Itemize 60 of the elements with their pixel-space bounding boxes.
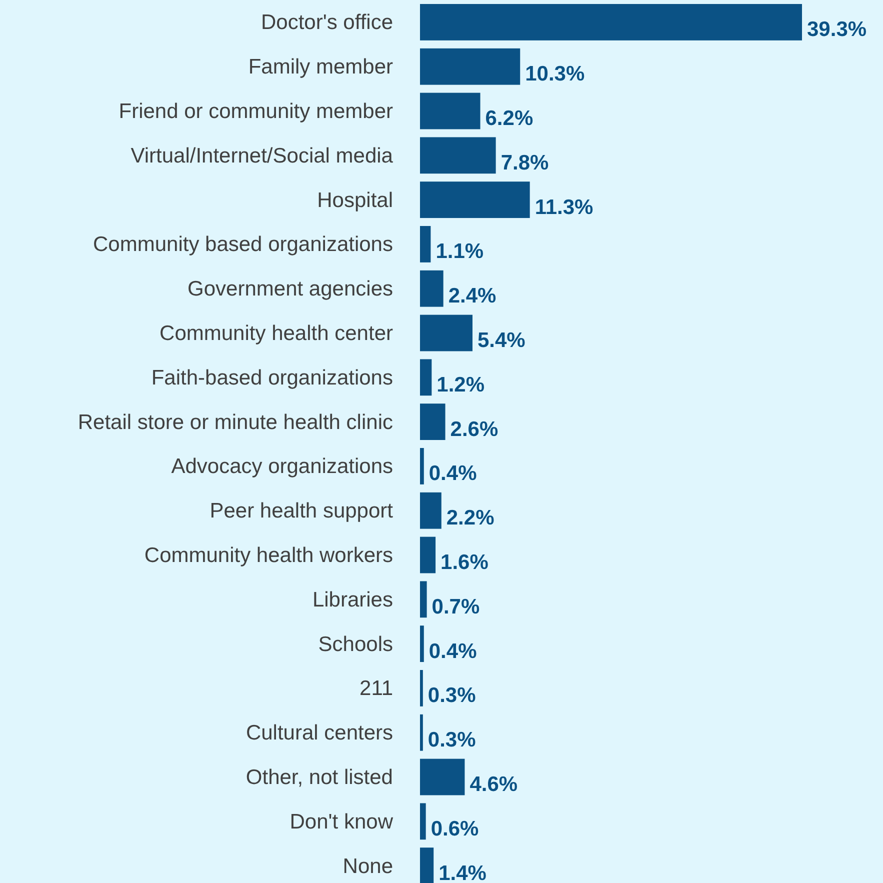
y-tick-label: Friend or community member [118,100,393,123]
y-tick-label: None [342,854,393,878]
y-tick-label: Government agencies [188,278,393,301]
bar [420,803,426,840]
y-tick-label: Family member [248,56,393,79]
data-label: 4.6% [470,773,518,796]
data-label: 7.8% [500,151,550,174]
bar [420,404,446,440]
bar [420,182,530,218]
y-tick-label: Advocacy organizations [171,455,393,478]
data-label: 39.3% [807,18,867,42]
y-tick-label: Peer health support [210,500,394,523]
y-tick-label: Schools [318,632,393,656]
bar [420,359,432,396]
bar [420,4,802,40]
bar [420,670,423,706]
bar [420,714,423,751]
y-tick-label: Libraries [312,588,393,612]
data-label: 2.2% [446,506,495,530]
y-tick-label: 211 [360,677,393,700]
data-label: 1.2% [436,373,485,396]
y-tick-label: Community health center [160,322,393,345]
bar [420,492,442,529]
y-tick-label: Other, not listed [246,766,393,789]
y-tick-label: Cultural centers [246,722,393,745]
data-label: 5.4% [477,329,526,352]
bar [420,536,436,574]
bar [420,448,424,484]
data-label: 0.6% [430,817,480,840]
y-tick-label: Hospital [317,188,393,212]
bar [420,92,480,130]
data-label: 0.4% [428,462,478,486]
data-label: 10.3% [525,62,585,86]
bar [420,48,520,85]
data-label: 0.3% [428,728,476,752]
data-label: 11.3% [534,196,594,219]
bar [420,758,465,796]
data-label: 1.4% [438,862,487,883]
data-label: 2.4% [448,284,497,308]
bar [420,137,496,174]
bar [420,314,472,352]
data-label: 0.3% [428,684,476,708]
bar [420,626,424,662]
data-label: 0.4% [428,640,478,663]
y-tick-label: Community based organizations [93,233,393,256]
data-label: 1.6% [440,551,489,574]
bar [420,226,431,262]
y-tick-label: Doctor's office [260,11,393,34]
bar [420,581,427,618]
y-tick-label: Community health workers [144,544,393,567]
bar [420,848,434,883]
y-tick-label: Retail store or minute health clinic [78,410,393,434]
y-tick-label: Faith-based organizations [151,366,393,390]
bar [420,270,444,307]
data-label: 6.2% [485,107,534,130]
data-label: 0.7% [432,595,480,618]
data-label: 1.1% [436,240,484,264]
y-tick-label: Don't know [290,810,394,834]
y-tick-label: Virtual/Internet/Social media [130,144,394,168]
data-label: 2.6% [450,418,498,441]
